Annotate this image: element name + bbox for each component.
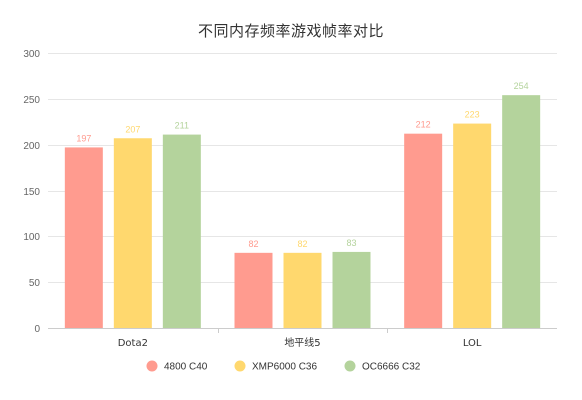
axes: 0 50 100 150 200 250 300 Dota2 地平线5 LOL (23, 49, 482, 349)
y-tick-label: 100 (23, 232, 40, 243)
bar-LOL-OC6666 C32 (502, 95, 541, 329)
bar-地平线5-OC6666 C32 (332, 251, 371, 328)
bar-LOL-XMP6000 C36 (453, 123, 492, 328)
x-category-label: 地平线5 (284, 336, 320, 349)
legend-marker[interactable] (344, 360, 356, 372)
x-category-label: LOL (463, 338, 482, 349)
legend-label[interactable]: OC6666 C32 (362, 362, 421, 373)
data-label: 197 (76, 133, 91, 143)
legend-label[interactable]: XMP6000 C36 (252, 362, 317, 373)
legend[interactable]: 4800 C40 XMP6000 C36 OC6666 C32 (146, 360, 421, 373)
data-label: 254 (514, 81, 529, 91)
data-label: 212 (416, 120, 431, 130)
data-label: 83 (346, 238, 356, 248)
y-tick-label: 50 (29, 278, 41, 289)
bar-地平线5-XMP6000 C36 (283, 252, 322, 328)
y-tick-label: 150 (23, 187, 40, 198)
bar-LOL-4800 C40 (404, 133, 443, 328)
bar-地平线5-4800 C40 (234, 252, 273, 328)
data-label: 223 (465, 110, 480, 120)
legend-marker[interactable] (234, 360, 246, 372)
data-label: 207 (125, 124, 140, 134)
data-labels: 197 207 211 82 82 83 212 223 254 (76, 81, 528, 249)
y-tick-label: 200 (23, 141, 40, 152)
legend-marker[interactable] (146, 360, 158, 372)
chart-title: 不同内存频率游戏帧率对比 (197, 22, 384, 40)
y-tick-label: 250 (23, 95, 40, 106)
bar-Dota2-4800 C40 (64, 147, 103, 328)
bar-Dota2-OC6666 C32 (162, 134, 201, 328)
bar-Dota2-XMP6000 C36 (113, 138, 152, 328)
bars (64, 95, 541, 329)
y-tick-label: 0 (34, 324, 40, 335)
x-category-label: Dota2 (118, 338, 148, 349)
data-label: 211 (175, 121, 189, 131)
data-label: 82 (248, 239, 258, 249)
data-label: 82 (297, 239, 307, 249)
legend-label[interactable]: 4800 C40 (164, 362, 208, 373)
y-tick-label: 300 (23, 49, 40, 60)
